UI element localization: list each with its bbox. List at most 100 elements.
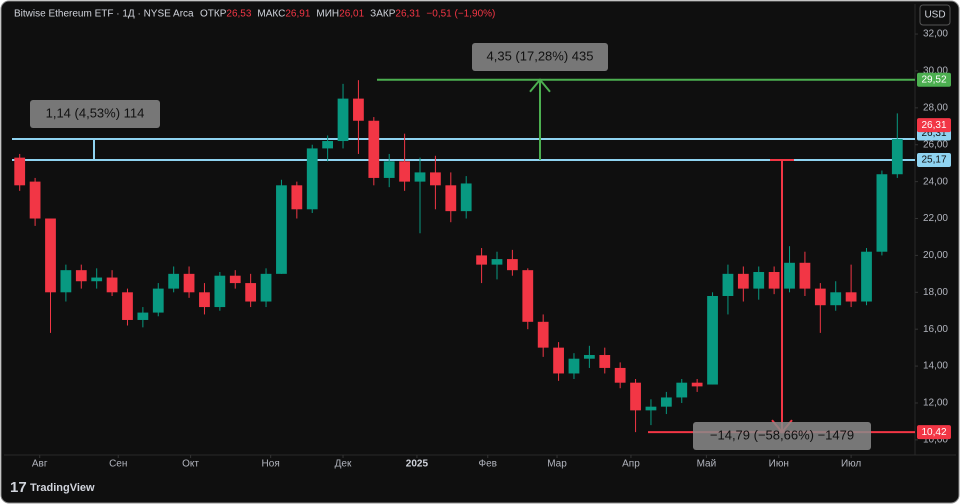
- brand: TradingView: [30, 482, 95, 494]
- price-tag: [917, 153, 951, 168]
- y-tick-label: 20,00: [923, 250, 948, 261]
- candle-body: [414, 172, 426, 182]
- candle-body: [891, 139, 903, 175]
- x-tick-label: Июн: [769, 459, 789, 470]
- candle-body: [691, 382, 703, 387]
- measure-label: 4,35 (17,28%) 435: [487, 48, 594, 63]
- title: Bitwise Ethereum ETF · 1Д · NYSE Arca: [14, 9, 194, 20]
- x-tick-label: Июл: [841, 459, 861, 470]
- candle-body: [91, 277, 103, 282]
- x-tick-label: Ноя: [262, 459, 280, 470]
- price-tag-label: 26,31: [921, 120, 946, 131]
- candle-body: [845, 292, 857, 302]
- candle-body: [122, 292, 133, 320]
- candle-body: [506, 259, 518, 271]
- candle-body: [737, 273, 749, 289]
- candle-body: [568, 358, 580, 374]
- arrow-head: [529, 78, 551, 93]
- candle-body: [599, 355, 611, 368]
- price-tag-label: 29,52: [921, 74, 946, 85]
- candle-body: [322, 141, 334, 149]
- measure-box: [30, 100, 160, 128]
- x-tick-label: 2025: [406, 459, 429, 470]
- candle-body: [337, 98, 349, 142]
- candle-body: [753, 272, 765, 289]
- candle-body: [29, 181, 41, 219]
- candle-body: [106, 277, 118, 293]
- quote-label: МИН: [316, 9, 339, 20]
- x-tick-label: Авг: [32, 459, 48, 470]
- candle-body: [460, 183, 472, 212]
- x-tick-label: Сен: [109, 459, 127, 470]
- measure-label: −14,79 (−58,66%) −1479: [710, 427, 854, 442]
- candle-body: [445, 185, 457, 212]
- candle-body: [399, 161, 411, 182]
- x-tick-label: Апр: [622, 459, 640, 470]
- quote-value: 26,91: [285, 9, 310, 20]
- x-tick-label: Май: [697, 459, 717, 470]
- candle-body: [876, 174, 888, 252]
- y-tick-label: 26,00: [923, 139, 948, 150]
- y-tick-label: 18,00: [923, 287, 948, 298]
- quote-value: 26,31: [395, 9, 420, 20]
- candle-body: [291, 185, 303, 210]
- price-tag: [917, 72, 951, 87]
- x-tick-label: Дек: [335, 459, 352, 470]
- candle-body: [814, 288, 826, 306]
- y-tick-label: 10,00: [923, 435, 948, 446]
- candle-body: [707, 295, 718, 385]
- x-tick-label: Окт: [182, 459, 199, 470]
- candle-body: [183, 273, 195, 293]
- candle-body: [260, 273, 272, 302]
- y-tick-label: 28,00: [923, 102, 948, 113]
- header: Bitwise Ethereum ETF · 1Д · NYSE Arca ОТ…: [14, 9, 495, 20]
- x-tick-label: Фев: [479, 459, 497, 470]
- currency[interactable]: USD: [924, 10, 945, 21]
- candle-body: [522, 270, 534, 322]
- candle-body: [583, 355, 595, 359]
- candle-body: [630, 382, 641, 411]
- candle-body: [660, 397, 672, 407]
- price-tag-label: 26,31: [921, 128, 946, 139]
- candle-body: [676, 382, 688, 398]
- candle-body: [553, 347, 564, 374]
- candle-body: [353, 98, 364, 121]
- currency-button[interactable]: [919, 4, 951, 26]
- measure-box: [472, 43, 608, 71]
- candle-body: [768, 272, 780, 289]
- candle-body: [614, 367, 626, 383]
- price-tag-label: 25,17: [921, 155, 946, 166]
- candle-body: [861, 251, 872, 302]
- candle-body: [75, 270, 87, 282]
- quote-label: МАКС: [257, 9, 285, 20]
- y-tick-label: 30,00: [923, 66, 948, 77]
- quote-value: 26,01: [339, 9, 364, 20]
- price-tag: [917, 118, 951, 133]
- candle-body: [722, 273, 734, 296]
- price-tag: [917, 425, 951, 440]
- y-tick-label: 16,00: [923, 324, 948, 335]
- quote-label: ЗАКР: [370, 9, 396, 20]
- candle-body: [784, 262, 795, 289]
- y-tick-label: 22,00: [923, 213, 948, 224]
- candle-body: [537, 321, 549, 348]
- measure-box: [693, 422, 871, 450]
- candle-body: [430, 172, 441, 186]
- candle-body: [491, 259, 503, 265]
- logo-icon: 17: [10, 479, 27, 496]
- candle-body: [368, 120, 380, 178]
- candle-body: [14, 157, 26, 186]
- candle-body: [152, 288, 164, 313]
- y-tick-label: 14,00: [923, 361, 948, 372]
- candle-body: [214, 275, 226, 308]
- y-tick-label: 24,00: [923, 176, 948, 187]
- x-tick-label: Мар: [547, 459, 567, 470]
- candle-body: [137, 312, 149, 320]
- candle-body: [306, 148, 318, 210]
- change: −0,51 (−1,90%): [426, 9, 495, 20]
- y-tick-label: 32,00: [923, 29, 948, 40]
- candle-body: [60, 270, 72, 293]
- price-tag-label: 10,42: [921, 427, 946, 438]
